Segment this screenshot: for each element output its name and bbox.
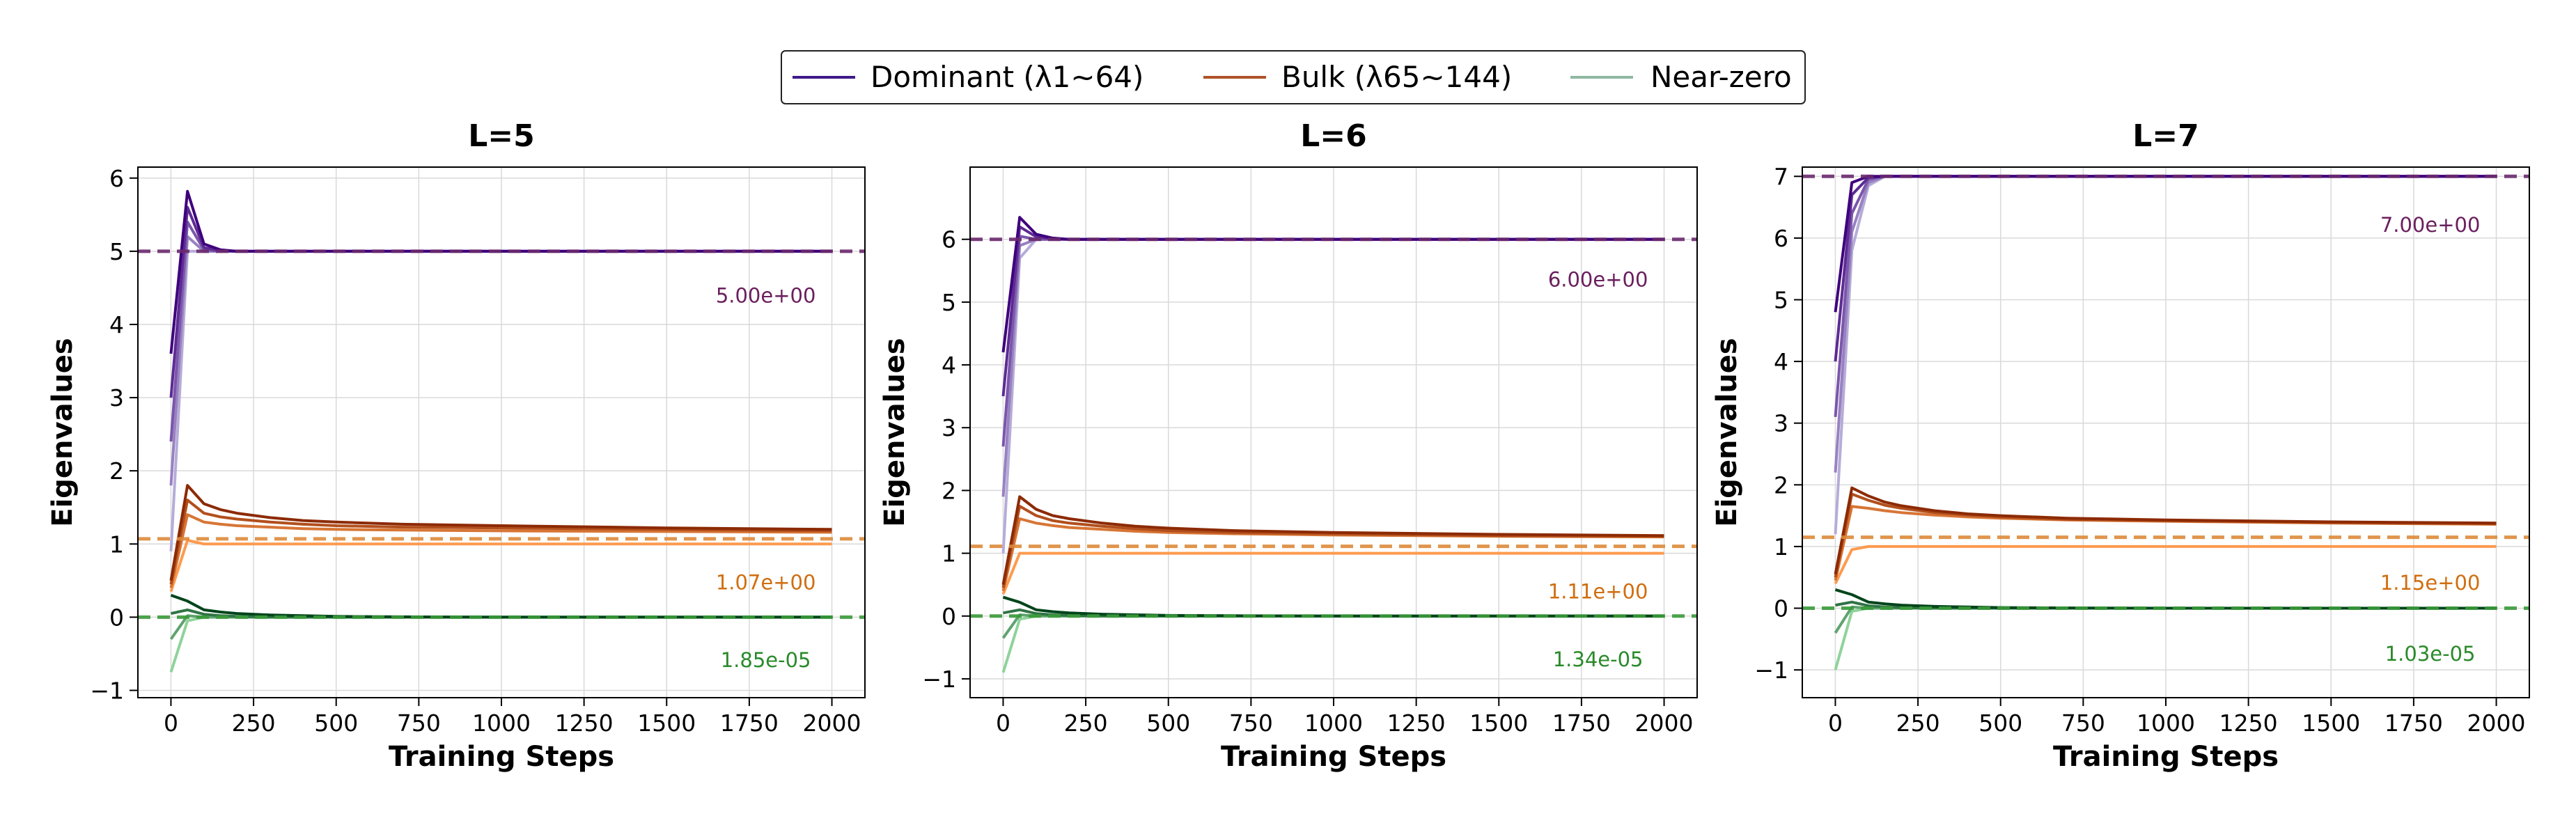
x-tick-label: 1500 (637, 710, 696, 737)
bulk-series-line (1834, 486, 2497, 575)
panel-l6: 6.00e+001.11e+001.34e-050 250 500 750 1000 12… (879, 118, 1698, 773)
y-tick-label: 5 (942, 289, 956, 316)
x-tick-label: 1250 (1387, 710, 1446, 737)
x-tick-label: 1750 (2384, 710, 2443, 737)
y-tick-label: −1 (90, 677, 124, 704)
x-tick-label: 1750 (1552, 710, 1611, 737)
legend-label-dominant: Dominant (λ1~64) (871, 60, 1143, 94)
bulk-series-line (1001, 495, 1664, 586)
annotation-near-zero: 1.03e-05 (2385, 642, 2476, 666)
y-tick-label: 7 (1774, 163, 1788, 190)
x-tick-label: 2000 (1635, 710, 1694, 737)
y-tick-label: 5 (1774, 287, 1788, 314)
x-tick-label: 1500 (1469, 710, 1528, 737)
legend-label-near-zero: Near-zero (1650, 60, 1792, 94)
annotation-bulk: 1.07e+00 (716, 570, 816, 594)
y-tick-label: 3 (1774, 410, 1788, 437)
annotation-bulk: 1.15e+00 (2380, 571, 2481, 595)
bulk-series-line (169, 484, 832, 581)
bulk-series-line (1001, 551, 1664, 595)
x-tick-label: 0 (996, 710, 1010, 737)
y-tick-label: 2 (1774, 471, 1788, 499)
x-axis-label: Training Steps (2053, 741, 2279, 773)
panel-title: L=6 (1300, 118, 1367, 154)
y-tick-label: 1 (109, 531, 124, 558)
annotation-near-zero: 1.85e-05 (721, 648, 811, 672)
x-tick-label: 1000 (1304, 710, 1363, 737)
y-tick-label: 3 (942, 414, 956, 441)
panel-l7: 7.00e+001.15e+001.03e-050 250 500 750 1000 12… (1711, 118, 2530, 773)
x-tick-label: 1250 (555, 710, 614, 737)
y-tick-label: −1 (1754, 657, 1788, 684)
x-tick-label: 250 (1896, 710, 1940, 737)
y-tick-label: 3 (109, 384, 124, 412)
y-tick-label: 6 (109, 165, 124, 192)
y-tick-label: 6 (1774, 225, 1788, 252)
panel-title: L=7 (2132, 118, 2199, 154)
x-tick-label: 750 (2061, 710, 2105, 737)
x-tick-label: 250 (1064, 710, 1108, 737)
y-axis-label: Eigenvalues (879, 338, 911, 526)
bulk-series-line (169, 539, 832, 593)
annotation-dominant: 6.00e+00 (1548, 267, 1648, 291)
x-tick-label: 750 (397, 710, 441, 737)
x-tick-label: 250 (232, 710, 276, 737)
annotation-near-zero: 1.34e-05 (1553, 648, 1644, 671)
y-tick-label: 0 (1774, 595, 1788, 622)
y-tick-label: 4 (109, 311, 124, 338)
x-tick-label: 0 (164, 710, 178, 737)
panel-l5: 5.00e+001.07e+001.85e-050 250 500 750 1000 12… (47, 118, 866, 773)
y-axis-label: Eigenvalues (1711, 338, 1743, 526)
y-tick-label: 0 (942, 603, 956, 630)
legend-frame (781, 50, 1806, 104)
x-tick-label: 500 (1978, 710, 2022, 737)
y-tick-label: 2 (109, 457, 124, 485)
x-tick-label: 500 (1146, 710, 1190, 737)
x-tick-label: 2000 (803, 710, 861, 737)
panel-title: L=5 (468, 118, 535, 154)
y-tick-label: 2 (942, 477, 956, 504)
bulk-series-line (169, 499, 832, 585)
x-tick-label: 1000 (2137, 710, 2195, 737)
bulk-series-line (1834, 544, 2497, 584)
y-tick-label: 6 (942, 226, 956, 253)
annotation-bulk: 1.11e+00 (1548, 580, 1648, 604)
x-tick-label: 500 (314, 710, 358, 737)
y-tick-label: 0 (109, 604, 124, 631)
x-tick-label: 2000 (2467, 710, 2526, 737)
x-tick-label: 1000 (472, 710, 531, 737)
legend: Dominant (λ1~64) Bulk (λ65~144) Near-zer… (781, 50, 1806, 104)
x-tick-label: 750 (1229, 710, 1273, 737)
x-tick-label: 1750 (720, 710, 779, 737)
bulk-series-line (169, 513, 832, 588)
x-tick-label: 1500 (2302, 710, 2360, 737)
x-tick-label: 1250 (2219, 710, 2278, 737)
y-tick-label: 1 (1774, 533, 1788, 561)
x-tick-label: 0 (1828, 710, 1843, 737)
y-tick-label: 4 (1774, 348, 1788, 375)
y-tick-label: −1 (922, 666, 956, 693)
legend-label-bulk: Bulk (λ65~144) (1281, 60, 1512, 94)
y-tick-label: 1 (942, 540, 956, 567)
x-axis-label: Training Steps (389, 741, 614, 773)
y-tick-label: 4 (942, 352, 956, 379)
x-axis-label: Training Steps (1221, 741, 1446, 773)
annotation-dominant: 5.00e+00 (716, 283, 816, 307)
y-tick-label: 5 (109, 238, 124, 265)
y-axis-label: Eigenvalues (47, 338, 79, 526)
annotation-dominant: 7.00e+00 (2380, 213, 2481, 237)
